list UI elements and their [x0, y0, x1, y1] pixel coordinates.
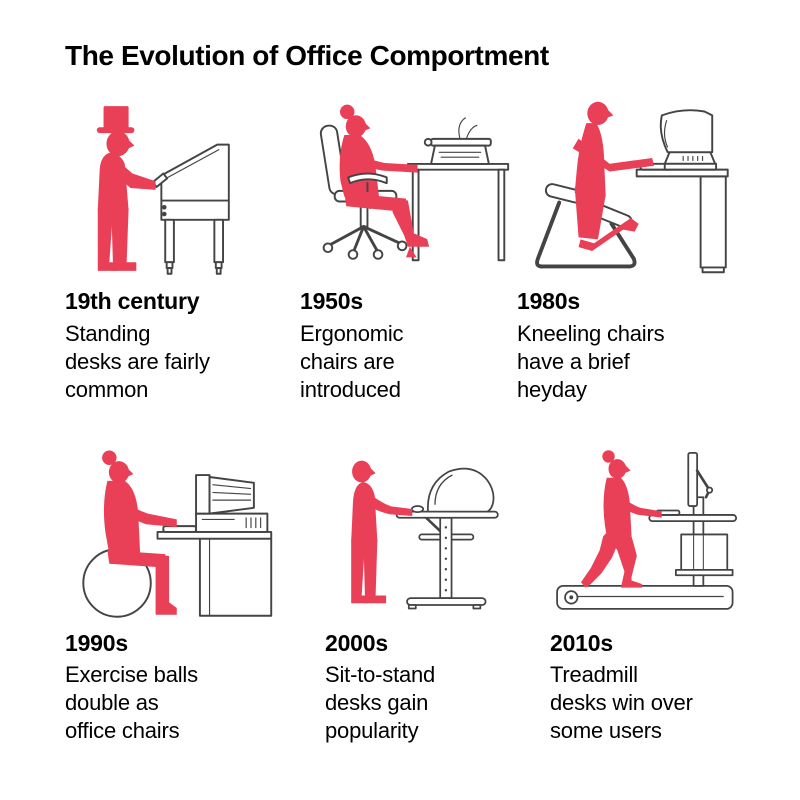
- man-with-top-hat-figure: [96, 106, 156, 272]
- era-heading: 2000s: [325, 629, 388, 656]
- panel-2000s: 2000s Sit-to-stand desks gain popularity: [300, 434, 517, 746]
- era-grid: 19th century Standing desks are fairly c…: [65, 92, 750, 745]
- era-description: Exercise balls double as office chairs: [65, 662, 198, 744]
- sit-to-stand-desk-icon: [351, 460, 499, 610]
- treadmill-base: [556, 584, 734, 610]
- imac-computer: [410, 467, 495, 513]
- kneeling-chair-frame: [535, 183, 637, 269]
- era-description: Sit-to-stand desks gain popularity: [325, 662, 436, 744]
- panel-1990s: 1990s Exercise balls double as office ch…: [65, 434, 300, 746]
- sit-to-stand-desk-illustration: [325, 434, 517, 622]
- page-title: The Evolution of Office Comportment: [65, 40, 549, 71]
- panel-2010s: 2010s Treadmill desks win over some user…: [517, 434, 745, 746]
- pedestal-desk-furniture: [395, 510, 499, 610]
- kneeling-chair-illustration: [517, 92, 745, 280]
- era-description: Standing desks are fairly common: [65, 320, 210, 402]
- exercise-ball-illustration: [65, 434, 300, 622]
- era-heading: 19th century: [65, 288, 200, 315]
- standing-desk-icon: [96, 106, 230, 275]
- era-description: Ergonomic chairs are introduced: [300, 320, 404, 402]
- panel-1950s: 1950s Ergonomic chairs are introduced: [300, 92, 517, 404]
- typewriter-desk-furniture: [406, 117, 510, 262]
- woman-on-ball-figure: [102, 450, 177, 615]
- kneeling-man-figure: [572, 101, 655, 252]
- standing-desk-furniture: [151, 143, 230, 275]
- ergonomic-chair-icon: [319, 104, 510, 262]
- walking-woman-figure: [581, 450, 662, 588]
- standing-desk-illustration: [65, 92, 300, 280]
- era-heading: 1950s: [300, 288, 363, 315]
- computer-desk-furniture: [156, 473, 273, 617]
- treadmill-desk-icon: [556, 450, 738, 610]
- panel-1980s: 1980s Kneeling chairs have a brief heyda…: [517, 92, 745, 404]
- ergonomic-chair-illustration: [300, 92, 517, 280]
- desk-column-and-monitor: [648, 451, 738, 587]
- armrest-overlay: [347, 172, 388, 193]
- kneeling-chair-icon: [535, 101, 729, 274]
- treadmill-desk-illustration: [550, 434, 745, 622]
- standing-man-figure: [351, 460, 413, 604]
- era-description: Treadmill desks win over some users: [550, 662, 693, 744]
- crt-desk-furniture: [635, 109, 729, 274]
- era-heading: 1990s: [65, 629, 128, 656]
- era-heading: 1980s: [517, 288, 580, 315]
- era-heading: 2010s: [550, 629, 613, 656]
- exercise-ball-icon: [82, 450, 273, 618]
- panel-19th-century: 19th century Standing desks are fairly c…: [65, 92, 300, 404]
- era-description: Kneeling chairs have a brief heyday: [517, 320, 665, 402]
